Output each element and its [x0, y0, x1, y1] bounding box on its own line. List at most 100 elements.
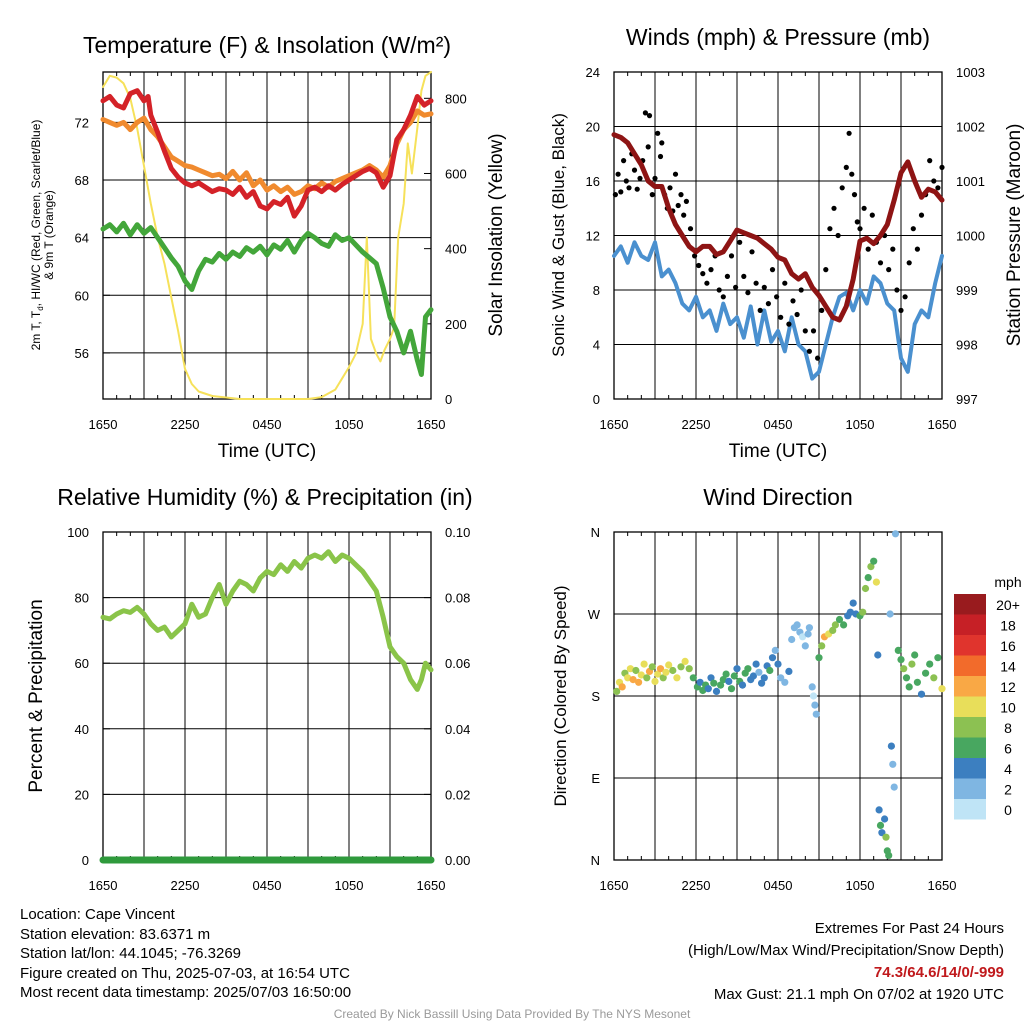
- wind-gust-point: [704, 280, 710, 286]
- wind-gust-point: [790, 298, 796, 304]
- extremes-heading: Extremes For Past 24 Hours: [814, 920, 1004, 937]
- rh-y-tick-label: 20: [75, 787, 89, 802]
- rh-y-tick-label: 0: [82, 853, 89, 868]
- wind-gust-point: [810, 328, 817, 334]
- wdir-point: [849, 599, 857, 607]
- wdir-point: [876, 821, 885, 830]
- wdir-point: [897, 656, 905, 664]
- wind-gust-point: [914, 246, 921, 252]
- wind-y2-tick-label: 1000: [956, 229, 985, 244]
- wind-gust-point: [851, 192, 858, 198]
- wdir-point: [771, 646, 779, 655]
- wdir-point: [685, 665, 693, 673]
- wind-gust-point: [931, 178, 937, 184]
- wdir-point: [870, 557, 878, 565]
- wdir-point: [835, 615, 844, 624]
- wind-speed-legend-swatch: [954, 717, 986, 738]
- wdir-point: [804, 630, 812, 638]
- wind-gust-point: [645, 144, 651, 150]
- wind-speed-legend-label: 14: [1000, 659, 1016, 675]
- wdir-point: [934, 654, 942, 662]
- temp-y-axis-title: 2m T, Td, HI/WC (Red, Green, Scarlet/Blu…: [29, 120, 45, 351]
- wdir-chart-title: Wind Direction: [703, 484, 853, 510]
- wind-y2-axis-title: Station Pressure (Maroon): [1004, 124, 1024, 347]
- temp-x-tick-label: 2250: [171, 417, 200, 432]
- wind-speed-legend-swatch: [954, 737, 986, 758]
- wind-gust-point: [939, 164, 945, 170]
- rh-y-tick-label: 60: [75, 656, 89, 671]
- wdir-point: [696, 678, 704, 686]
- wind-gust-point: [849, 171, 855, 177]
- wind-y2-tick-label: 1003: [956, 65, 985, 80]
- rh-y2-tick-label: 0.10: [445, 525, 470, 540]
- wdir-point: [894, 646, 902, 655]
- temp-x-tick-label: 1050: [335, 417, 364, 432]
- wdir-y-tick-label: W: [588, 607, 601, 622]
- wind-gust-point: [749, 249, 755, 255]
- wind-gust-point: [794, 311, 800, 318]
- wdir-point: [635, 678, 643, 686]
- wind-gust-point: [819, 307, 825, 313]
- wind-gust-point: [854, 219, 860, 225]
- temp-y2-tick-label: 800: [445, 91, 467, 106]
- wdir-point: [766, 666, 774, 675]
- wdir-point: [733, 665, 741, 673]
- wdir-x-tick-label: 2250: [682, 878, 711, 893]
- wind-y-tick-label: 0: [593, 392, 600, 407]
- wind-gust-point: [815, 355, 821, 361]
- wind-gust-point: [716, 287, 722, 293]
- wdir-point: [677, 663, 685, 671]
- wdir-point: [785, 667, 793, 676]
- wdir-y-tick-label: S: [591, 689, 600, 704]
- wind-y2-tick-label: 999: [956, 283, 978, 298]
- wdir-point: [900, 665, 908, 673]
- rh-chart-title: Relative Humidity (%) & Precipitation (i…: [57, 484, 472, 510]
- wdir-point: [662, 668, 670, 676]
- wind-chart-title: Winds (mph) & Pressure (mb): [626, 24, 930, 50]
- wind-speed-legend-swatch: [954, 696, 986, 717]
- wind-gust-point: [757, 307, 763, 313]
- wind-y2-tick-label: 1001: [956, 174, 985, 189]
- wdir-point: [917, 690, 926, 698]
- wdir-point: [811, 701, 819, 709]
- wind-y-tick-label: 8: [593, 283, 600, 298]
- wdir-point: [659, 674, 667, 682]
- wind-gust-point: [615, 171, 621, 177]
- wind-speed-legend-label: 16: [1000, 638, 1016, 654]
- wind-speed-legend-swatch: [954, 799, 986, 820]
- wind-gust-point: [720, 294, 726, 300]
- wdir-point: [704, 685, 712, 693]
- wind-speed-legend-swatch: [954, 676, 986, 697]
- wdir-point: [874, 651, 882, 659]
- wind-speed-legend-swatch: [954, 758, 986, 779]
- wdir-point: [744, 665, 752, 673]
- wind-x-tick-label: 0450: [764, 417, 793, 432]
- wdir-point: [793, 621, 801, 629]
- wdir-point: [774, 660, 782, 668]
- wind-gust-point: [778, 314, 784, 320]
- wdir-point: [882, 833, 890, 841]
- wind-gust-point: [683, 198, 690, 204]
- credit-line: Created By Nick Bassill Using Data Provi…: [333, 1007, 691, 1021]
- wind-gust-point: [890, 246, 896, 252]
- wind-gust-point: [886, 267, 892, 273]
- wind-gust-point: [652, 175, 658, 181]
- extremes-fields: (High/Low/Max Wind/Precipitation/Snow De…: [688, 942, 1004, 959]
- wind-gust-point: [642, 110, 649, 116]
- wind-panel: 1650 2250 0450 1050 165004812162024997998999…: [586, 65, 985, 432]
- rh-x-tick-label: 1050: [335, 878, 364, 893]
- wdir-y-tick-label: N: [591, 853, 600, 868]
- rh-y-tick-label: 40: [75, 722, 89, 737]
- wind-x-tick-label: 1050: [846, 417, 875, 432]
- wind-gust-point: [910, 226, 916, 232]
- rh-y2-tick-label: 0.00: [445, 853, 470, 868]
- rh-y2-tick-label: 0.08: [445, 591, 470, 606]
- wind-gust-point: [737, 239, 743, 245]
- wdir-point: [886, 610, 894, 618]
- wind-y2-tick-label: 998: [956, 338, 978, 353]
- temp-y-axis-title-line2: & 9m T (Orange): [42, 190, 56, 280]
- rh-y2-tick-label: 0.04: [445, 722, 470, 737]
- wind-gust-point: [857, 226, 863, 232]
